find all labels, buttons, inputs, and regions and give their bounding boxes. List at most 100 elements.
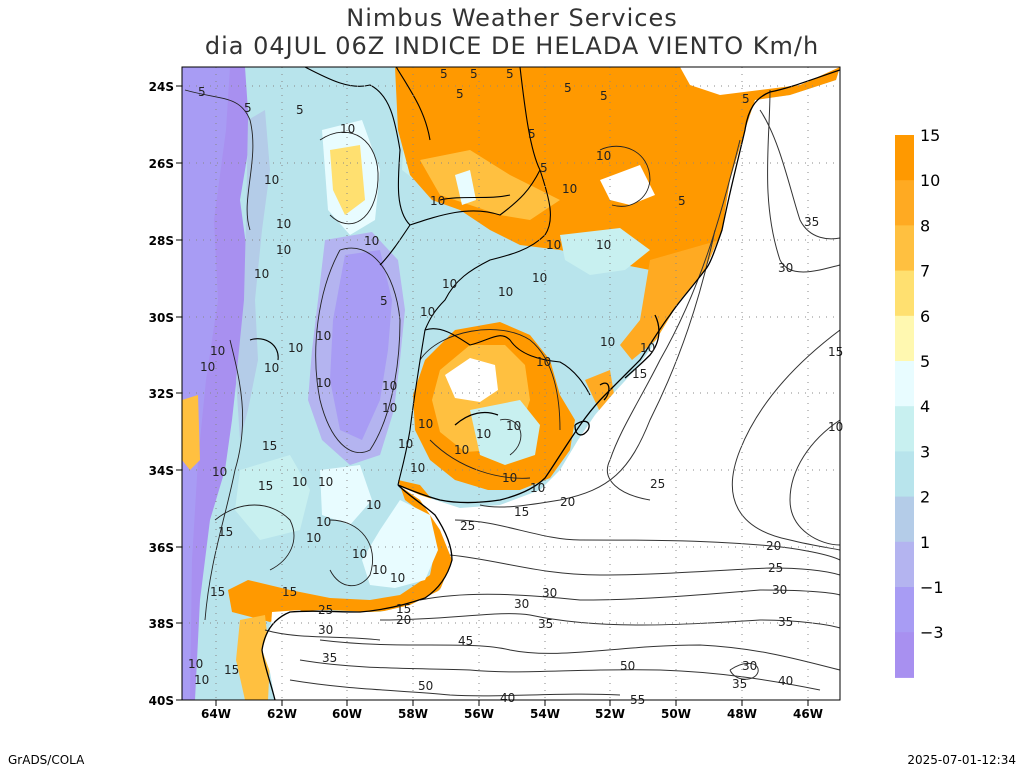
lat-tick-40s: 40S [149, 694, 174, 708]
frost-label-5: 5 [198, 85, 206, 99]
wind-label-15-coast: 15 [632, 367, 647, 381]
frost-label-10al: 10 [366, 498, 381, 512]
lat-tick-26s: 26S [149, 157, 174, 171]
frost-label-10m: 10 [498, 285, 513, 299]
frost-label-10y: 10 [600, 335, 615, 349]
lon-tick-46w: 46W [793, 707, 823, 721]
lat-tick-28s: 28S [149, 234, 174, 248]
colorbar-swatch-8 [895, 496, 914, 543]
footer-left: GrADS/COLA [8, 753, 85, 767]
colorbar-swatch-0 [895, 135, 914, 181]
wind-label-30-north: 30 [778, 261, 793, 275]
colorbar-swatch-6 [895, 406, 914, 452]
frost-label-15c: 15 [218, 525, 233, 539]
frost-label-5i: 5 [600, 89, 608, 103]
frost-label-10j: 10 [546, 238, 561, 252]
frost-label-15d: 15 [210, 585, 225, 599]
frost-label-10ak: 10 [318, 475, 333, 489]
lat-axis: 24S 26S 28S 30S 32S 34S 36S 38S 40S [149, 80, 182, 708]
colorbar-label-3: 7 [920, 262, 930, 281]
footer-right: 2025-07-01-12:34 [907, 753, 1016, 767]
frost-label-5n: 5 [380, 294, 388, 308]
colorbar-label-6: 4 [920, 397, 930, 416]
frost-label-5b: 5 [244, 101, 252, 115]
lon-tick-50w: 50W [661, 707, 691, 721]
frost-label-10aa: 10 [418, 417, 433, 431]
frost-label-15g: 15 [224, 663, 239, 677]
colorbar-label-11: −3 [920, 623, 944, 642]
frost-label-10v: 10 [382, 379, 397, 393]
wind-label-30-east: 30 [772, 583, 787, 597]
frost-label-10i: 10 [562, 182, 577, 196]
frost-label-10z: 10 [640, 341, 655, 355]
frost-label-5g: 5 [456, 87, 464, 101]
colorbar-label-1: 10 [920, 171, 940, 190]
wind-label-35-north: 35 [804, 215, 819, 229]
lat-tick-30s: 30S [149, 311, 174, 325]
lat-tick-34s: 34S [149, 464, 174, 478]
lat-tick-24s: 24S [149, 80, 174, 94]
coastline [261, 69, 840, 700]
frost-label-10l: 10 [442, 277, 457, 291]
colorbar-label-8: 2 [920, 488, 930, 507]
frost-label-10r: 10 [210, 344, 225, 358]
wind-label-25-west: 25 [318, 603, 333, 617]
frost-label-10n: 10 [532, 271, 547, 285]
frost-label-10ab: 10 [476, 427, 491, 441]
lon-tick-62w: 62W [267, 707, 297, 721]
frost-label-10x: 10 [536, 355, 551, 369]
colorbar-swatch-9 [895, 541, 914, 588]
wind-label-25-east: 25 [768, 561, 783, 575]
colorbar-label-0: 15 [920, 126, 940, 145]
wind-label-30: 30 [542, 586, 557, 600]
frost-label-10am: 10 [316, 515, 331, 529]
frost-label-5h: 5 [564, 81, 572, 95]
wind-label-35-east: 35 [778, 615, 793, 629]
lat-tick-38s: 38S [149, 617, 174, 631]
wind-label-40-south: 40 [500, 691, 515, 705]
colorbar-swatch-10 [895, 587, 914, 633]
frost-label-10af: 10 [410, 461, 425, 475]
wind-label-10-east: 10 [828, 420, 843, 434]
frost-label-5d: 5 [440, 67, 448, 81]
lon-tick-56w: 56W [464, 707, 494, 721]
wind-label-30-west: 30 [318, 623, 333, 637]
wind-label-15-east: 15 [828, 345, 843, 359]
frost-label-10an: 10 [306, 531, 321, 545]
frost-label-10d: 10 [276, 243, 291, 257]
frost-label-10p: 10 [316, 329, 331, 343]
contour-labels: 45 50 50 55 40 40 35 35 35 35 30 30 30 3… [188, 67, 843, 707]
frost-label-5k: 5 [540, 161, 548, 175]
lon-tick-60w: 60W [332, 707, 362, 721]
wind-label-25: 25 [460, 519, 475, 533]
frost-label-15b: 15 [258, 479, 273, 493]
colorbar-swatch-4 [895, 315, 914, 362]
colorbar-label-7: 3 [920, 442, 930, 461]
wind-label-50-east: 50 [620, 659, 635, 673]
frost-label-10u: 10 [316, 376, 331, 390]
wind-label-25-mid: 25 [650, 477, 665, 491]
colorbar-label-2: 8 [920, 216, 930, 235]
lon-axis: 64W 62W 60W 58W 56W 54W 52W 50W 48W 46W [201, 700, 823, 721]
frost-label-10g: 10 [430, 194, 445, 208]
lon-tick-64w: 64W [201, 707, 231, 721]
frost-label-15f: 15 [396, 602, 411, 616]
frost-label-5m: 5 [742, 92, 750, 106]
frost-label-10t: 10 [264, 361, 279, 375]
frost-label-10s: 10 [200, 360, 215, 374]
colorbar-swatch-3 [895, 270, 914, 317]
frost-label-10ar: 10 [188, 657, 203, 671]
frost-label-10as: 10 [194, 673, 209, 687]
lon-tick-58w: 58W [398, 707, 428, 721]
colorbar-label-5: 5 [920, 352, 930, 371]
frost-label-10aj: 10 [292, 475, 307, 489]
frost-label-10ai: 10 [212, 465, 227, 479]
frost-label-10o: 10 [420, 305, 435, 319]
frost-label-10k: 10 [596, 238, 611, 252]
wind-label-20-west: 20 [396, 613, 411, 627]
map-subtitle: dia 04JUL 06Z INDICE DE HELADA VIENTO Km… [205, 32, 819, 60]
lat-tick-32s: 32S [149, 387, 174, 401]
map-title: Nimbus Weather Services [346, 4, 677, 32]
wind-label-30-se: 30 [742, 659, 757, 673]
wind-label-45: 45 [458, 634, 473, 648]
